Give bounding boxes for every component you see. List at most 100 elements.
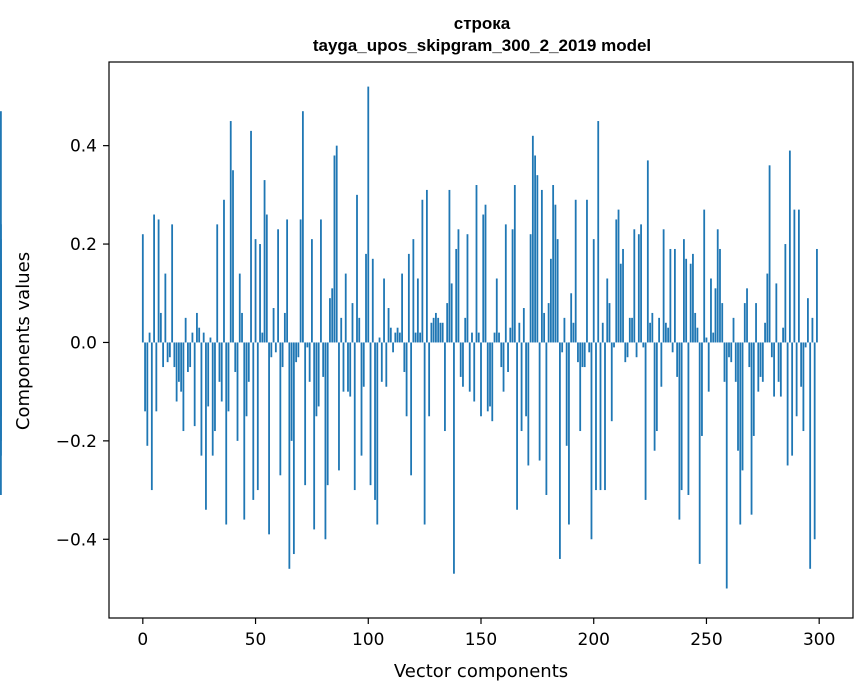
chart-title: строка [454,14,511,33]
bar-component-102 [371,258,374,343]
bar-component-219 [635,342,638,358]
bar-component-68 [295,342,298,363]
bar-component-47 [247,342,250,382]
bar-component-242 [687,342,690,495]
bar-component-194 [579,342,582,432]
bar-component-165 [513,185,516,343]
bar-component-45 [243,342,246,520]
bar-component-12 [168,342,171,358]
bar-component-87 [338,342,340,471]
bar-component-105 [378,337,381,343]
bar-component-54 [263,180,266,343]
bar-component-171 [527,342,530,466]
bar-component-204 [601,322,604,343]
bar-component-98 [362,342,365,387]
bar-component-211 [617,209,620,343]
bar-component-5 [153,214,155,343]
bar-component-107 [383,278,385,343]
x-tick-label: 100 [352,630,384,650]
bar-component-126 [425,189,428,343]
x-axis-ticks: 0 50 100 150 200 250 300 [137,618,835,650]
bar-component-62 [281,342,284,368]
bar-component-178 [543,312,546,343]
bar-component-168 [520,342,523,432]
y-tick-label: −0.2 [56,432,97,452]
bar-component-164 [511,229,514,343]
bar-component-252 [710,278,712,343]
bar-component-114 [398,332,401,343]
x-tick-label: 0 [137,630,148,650]
bar-component-74 [308,342,311,382]
bar-component-71 [301,111,304,343]
bar-component-198 [588,342,591,353]
bar-component-56 [268,342,270,535]
bar-component-30 [209,337,212,343]
bar-component-2 [146,342,149,446]
bar-component-186 [561,342,564,353]
bar-component-128 [430,322,433,343]
bar-component-182 [552,185,555,343]
bar-component-294 [804,342,807,348]
bar-component-285 [784,244,787,343]
bar-component-209 [613,342,615,348]
bar-component-199 [590,342,593,540]
bar-component-218 [633,229,636,343]
bar-component-97 [360,342,363,456]
bar-component-151 [482,214,485,343]
bar-component-289 [793,209,796,343]
bar-component-176 [538,342,541,461]
bar-component-118 [407,253,410,343]
bar-component-158 [498,332,500,343]
bar-component-216 [628,317,631,343]
bar-component-90 [344,273,347,343]
bar-component-231 [662,229,665,343]
bar-component-58 [272,308,275,343]
bar-component-34 [218,342,221,382]
bar-component-1 [144,342,146,412]
bar-component-undefined [0,303,2,343]
bar-component-39 [229,121,232,343]
bar-component-159 [500,342,503,368]
bar-component-40 [232,170,234,343]
bar-component-150 [480,342,482,417]
bar-component-77 [315,342,318,417]
bar-component-125 [423,342,426,525]
bar-component-265 [739,342,742,525]
bar-component-61 [279,342,282,476]
bar-component-213 [622,248,624,343]
x-tick-label: 200 [578,630,610,650]
bar-component-37 [225,342,228,525]
bar-component-187 [563,317,566,343]
bar-component-208 [610,342,613,422]
bar-component-250 [705,337,708,343]
bar-component-110 [389,327,392,343]
bar-component-230 [660,342,663,387]
bar-component-28 [205,342,207,510]
bar-component-288 [791,342,794,456]
bar-component-147 [473,342,476,402]
bar-component-91 [347,342,349,392]
bar-component-106 [380,342,383,382]
bar-component-214 [624,342,627,363]
bar-component-70 [299,219,302,343]
bar-component-24 [196,312,198,343]
bar-component-100 [367,86,370,343]
bar-component-17 [180,342,183,392]
bar-component-135 [446,303,449,343]
bar-component-84 [331,288,334,343]
bar-component-290 [795,342,798,417]
bar-component-43 [238,273,241,343]
bar-component-117 [405,342,408,417]
bar-component-0 [141,234,144,343]
plot-frame [108,61,854,619]
bar-component-193 [577,342,579,363]
bar-component-174 [534,155,537,343]
bar-component-163 [509,327,512,343]
bar-component-148 [475,185,478,343]
bar-component-260 [728,342,730,358]
bar-component-256 [719,248,721,343]
bar-component-138 [453,342,455,574]
bar-component-141 [459,342,462,377]
bar-component-131 [437,317,440,343]
